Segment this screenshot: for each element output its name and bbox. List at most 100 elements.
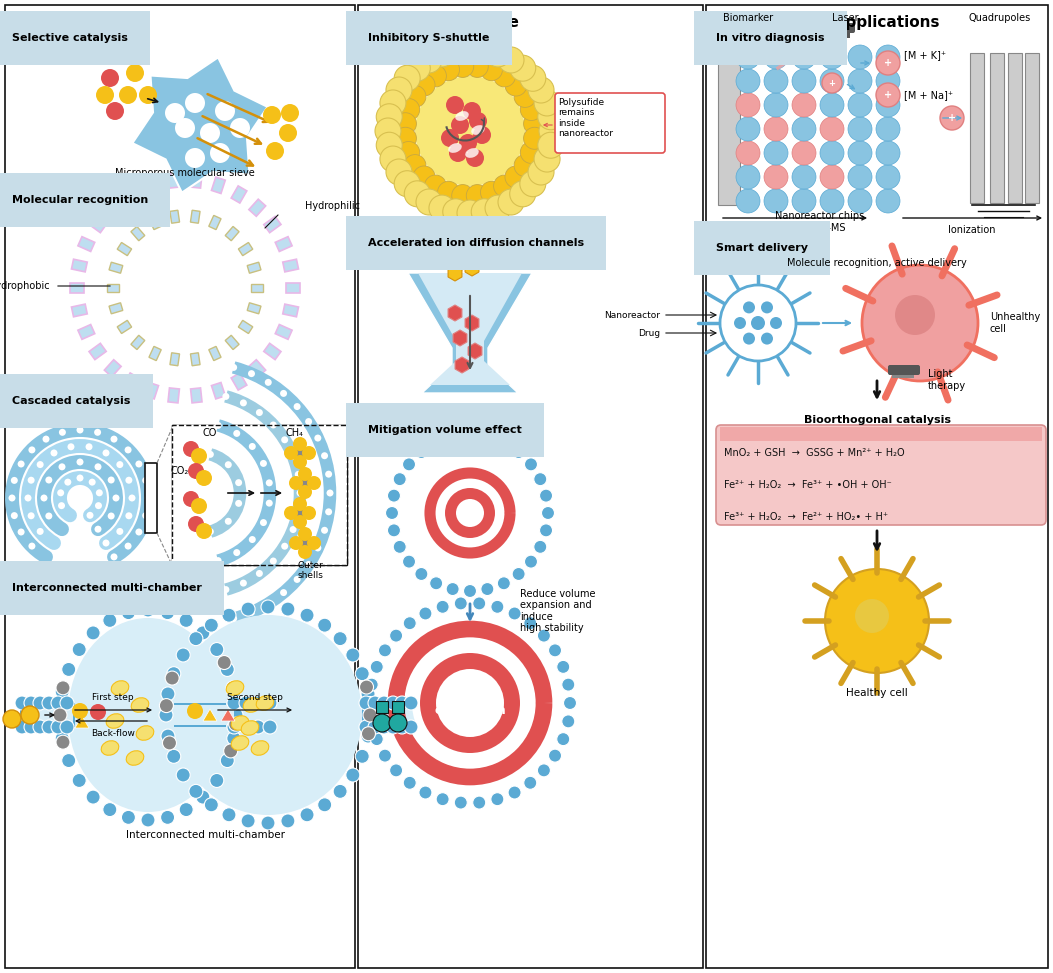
Circle shape <box>144 494 152 501</box>
Text: +: + <box>829 79 835 88</box>
Text: In vitro diagnosis: In vitro diagnosis <box>716 33 824 43</box>
Circle shape <box>394 170 420 197</box>
Circle shape <box>394 65 420 91</box>
Circle shape <box>281 543 289 550</box>
Circle shape <box>188 463 204 479</box>
Circle shape <box>333 784 347 799</box>
Bar <box>720 427 1042 441</box>
Circle shape <box>452 185 474 206</box>
Circle shape <box>281 602 295 616</box>
Circle shape <box>298 476 312 490</box>
FancyBboxPatch shape <box>90 343 106 360</box>
Text: Unhealthy
cell: Unhealthy cell <box>990 312 1040 334</box>
Circle shape <box>21 706 39 724</box>
FancyBboxPatch shape <box>249 360 265 377</box>
Circle shape <box>265 500 273 507</box>
Circle shape <box>270 421 277 428</box>
Circle shape <box>442 198 469 225</box>
Circle shape <box>295 471 302 478</box>
Circle shape <box>294 403 300 410</box>
Circle shape <box>403 776 416 789</box>
FancyBboxPatch shape <box>144 382 159 399</box>
Ellipse shape <box>132 698 148 712</box>
FancyBboxPatch shape <box>123 186 139 203</box>
Circle shape <box>549 644 561 657</box>
Circle shape <box>256 409 263 416</box>
Circle shape <box>520 141 542 163</box>
Text: First step: First step <box>93 693 134 702</box>
Text: Janus
nanoreactor: Janus nanoreactor <box>440 403 499 424</box>
Circle shape <box>103 613 117 628</box>
Circle shape <box>848 189 872 213</box>
Text: Outer
shells: Outer shells <box>297 561 323 581</box>
Circle shape <box>424 175 446 198</box>
Circle shape <box>183 441 199 457</box>
Circle shape <box>848 45 872 69</box>
Circle shape <box>298 467 312 481</box>
Circle shape <box>473 796 485 810</box>
Text: Fe²⁺ + H₂O₂  →  Fe³⁺ + •OH + OH⁻: Fe²⁺ + H₂O₂ → Fe³⁺ + •OH + OH⁻ <box>724 480 892 490</box>
Circle shape <box>103 803 117 816</box>
Text: Polysufide
remains
inside
nanoreactor: Polysufide remains inside nanoreactor <box>558 98 613 138</box>
Circle shape <box>523 127 545 149</box>
Circle shape <box>239 696 253 710</box>
Circle shape <box>60 720 74 734</box>
Circle shape <box>820 45 845 69</box>
Circle shape <box>400 443 540 583</box>
Circle shape <box>436 600 450 613</box>
Circle shape <box>200 123 220 143</box>
Circle shape <box>359 680 374 694</box>
Circle shape <box>185 148 205 168</box>
Bar <box>1025 53 1039 203</box>
Circle shape <box>298 536 312 550</box>
Circle shape <box>307 536 321 550</box>
Bar <box>358 5 703 968</box>
Circle shape <box>386 159 412 185</box>
Circle shape <box>375 118 401 144</box>
Bar <box>718 40 740 205</box>
Circle shape <box>263 106 281 124</box>
Circle shape <box>480 58 502 81</box>
Circle shape <box>446 583 459 595</box>
Circle shape <box>855 599 889 633</box>
Circle shape <box>230 118 250 138</box>
Circle shape <box>229 708 243 722</box>
Circle shape <box>293 515 307 529</box>
Circle shape <box>792 69 816 93</box>
Circle shape <box>395 696 409 710</box>
Circle shape <box>510 55 536 81</box>
Circle shape <box>876 141 900 165</box>
FancyBboxPatch shape <box>275 325 292 340</box>
Circle shape <box>398 141 420 163</box>
Circle shape <box>166 667 181 681</box>
Polygon shape <box>465 315 479 331</box>
Text: CH₄: CH₄ <box>286 428 304 438</box>
Circle shape <box>822 73 842 93</box>
Text: Inner
shells: Inner shells <box>177 561 203 581</box>
Circle shape <box>537 630 551 642</box>
Text: Desorption: Desorption <box>769 225 821 235</box>
FancyBboxPatch shape <box>232 373 246 390</box>
Circle shape <box>56 681 69 695</box>
Circle shape <box>86 512 94 519</box>
FancyBboxPatch shape <box>208 346 221 361</box>
Polygon shape <box>455 357 469 373</box>
Circle shape <box>263 720 277 734</box>
Circle shape <box>224 461 232 468</box>
Circle shape <box>240 580 246 587</box>
Circle shape <box>820 117 845 141</box>
Text: Quadrupoles: Quadrupoles <box>969 13 1031 23</box>
Circle shape <box>160 605 175 620</box>
Bar <box>20 703 75 727</box>
Circle shape <box>45 513 53 520</box>
Circle shape <box>355 667 370 681</box>
Circle shape <box>42 720 56 734</box>
Text: Hydrophilic: Hydrophilic <box>305 201 360 211</box>
Circle shape <box>161 687 175 701</box>
FancyBboxPatch shape <box>225 336 239 349</box>
Circle shape <box>261 600 275 614</box>
Circle shape <box>386 720 400 734</box>
Circle shape <box>318 798 332 811</box>
Circle shape <box>223 744 238 758</box>
Text: Interconnected multi-chamber: Interconnected multi-chamber <box>125 830 284 840</box>
